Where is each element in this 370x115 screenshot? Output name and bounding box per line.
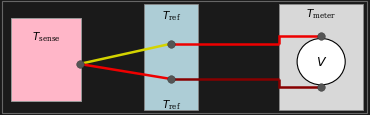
Text: $\mathit{T}_{\mathregular{ref}}$: $\mathit{T}_{\mathregular{ref}}$ xyxy=(162,9,181,22)
Text: $\mathit{T}_{\mathregular{ref}}$: $\mathit{T}_{\mathregular{ref}}$ xyxy=(162,97,181,111)
FancyBboxPatch shape xyxy=(11,18,81,101)
Text: $\mathit{T}_{\mathregular{meter}}$: $\mathit{T}_{\mathregular{meter}}$ xyxy=(306,8,336,21)
FancyBboxPatch shape xyxy=(144,5,198,110)
Ellipse shape xyxy=(297,39,345,85)
FancyBboxPatch shape xyxy=(279,5,363,110)
Text: $\mathit{T}_{\mathregular{sense}}$: $\mathit{T}_{\mathregular{sense}}$ xyxy=(32,30,61,44)
Text: $V$: $V$ xyxy=(316,56,327,69)
